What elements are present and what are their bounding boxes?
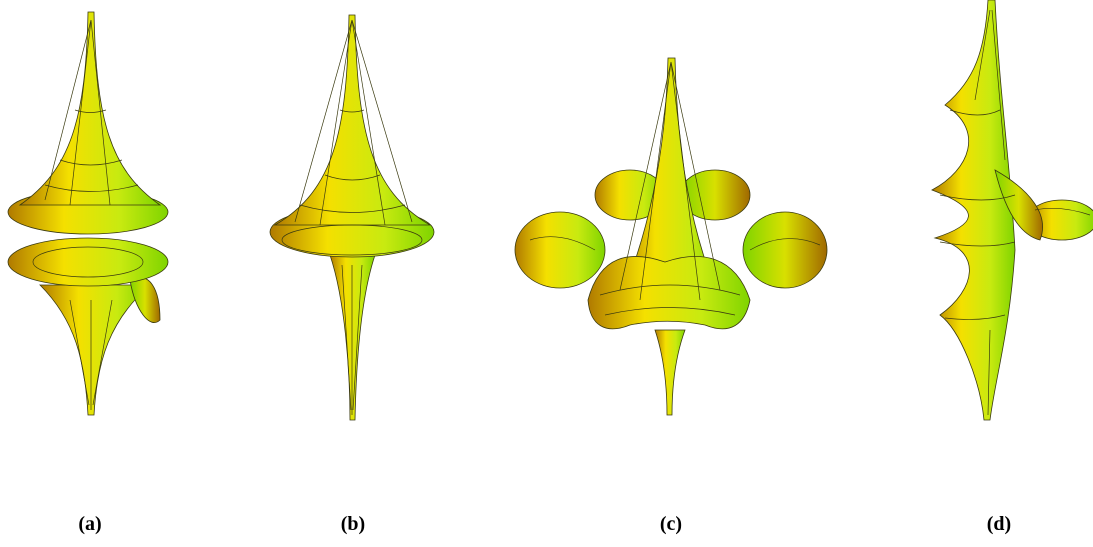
surface-d — [931, 0, 1093, 421]
surface-b — [269, 14, 435, 421]
panel-label: (b) — [341, 513, 365, 535]
surface-a — [7, 11, 169, 416]
panel-label: (a) — [78, 513, 101, 535]
panel-label: (d) — [987, 513, 1011, 535]
surface-c — [514, 57, 828, 416]
panel-label: (c) — [660, 513, 682, 535]
